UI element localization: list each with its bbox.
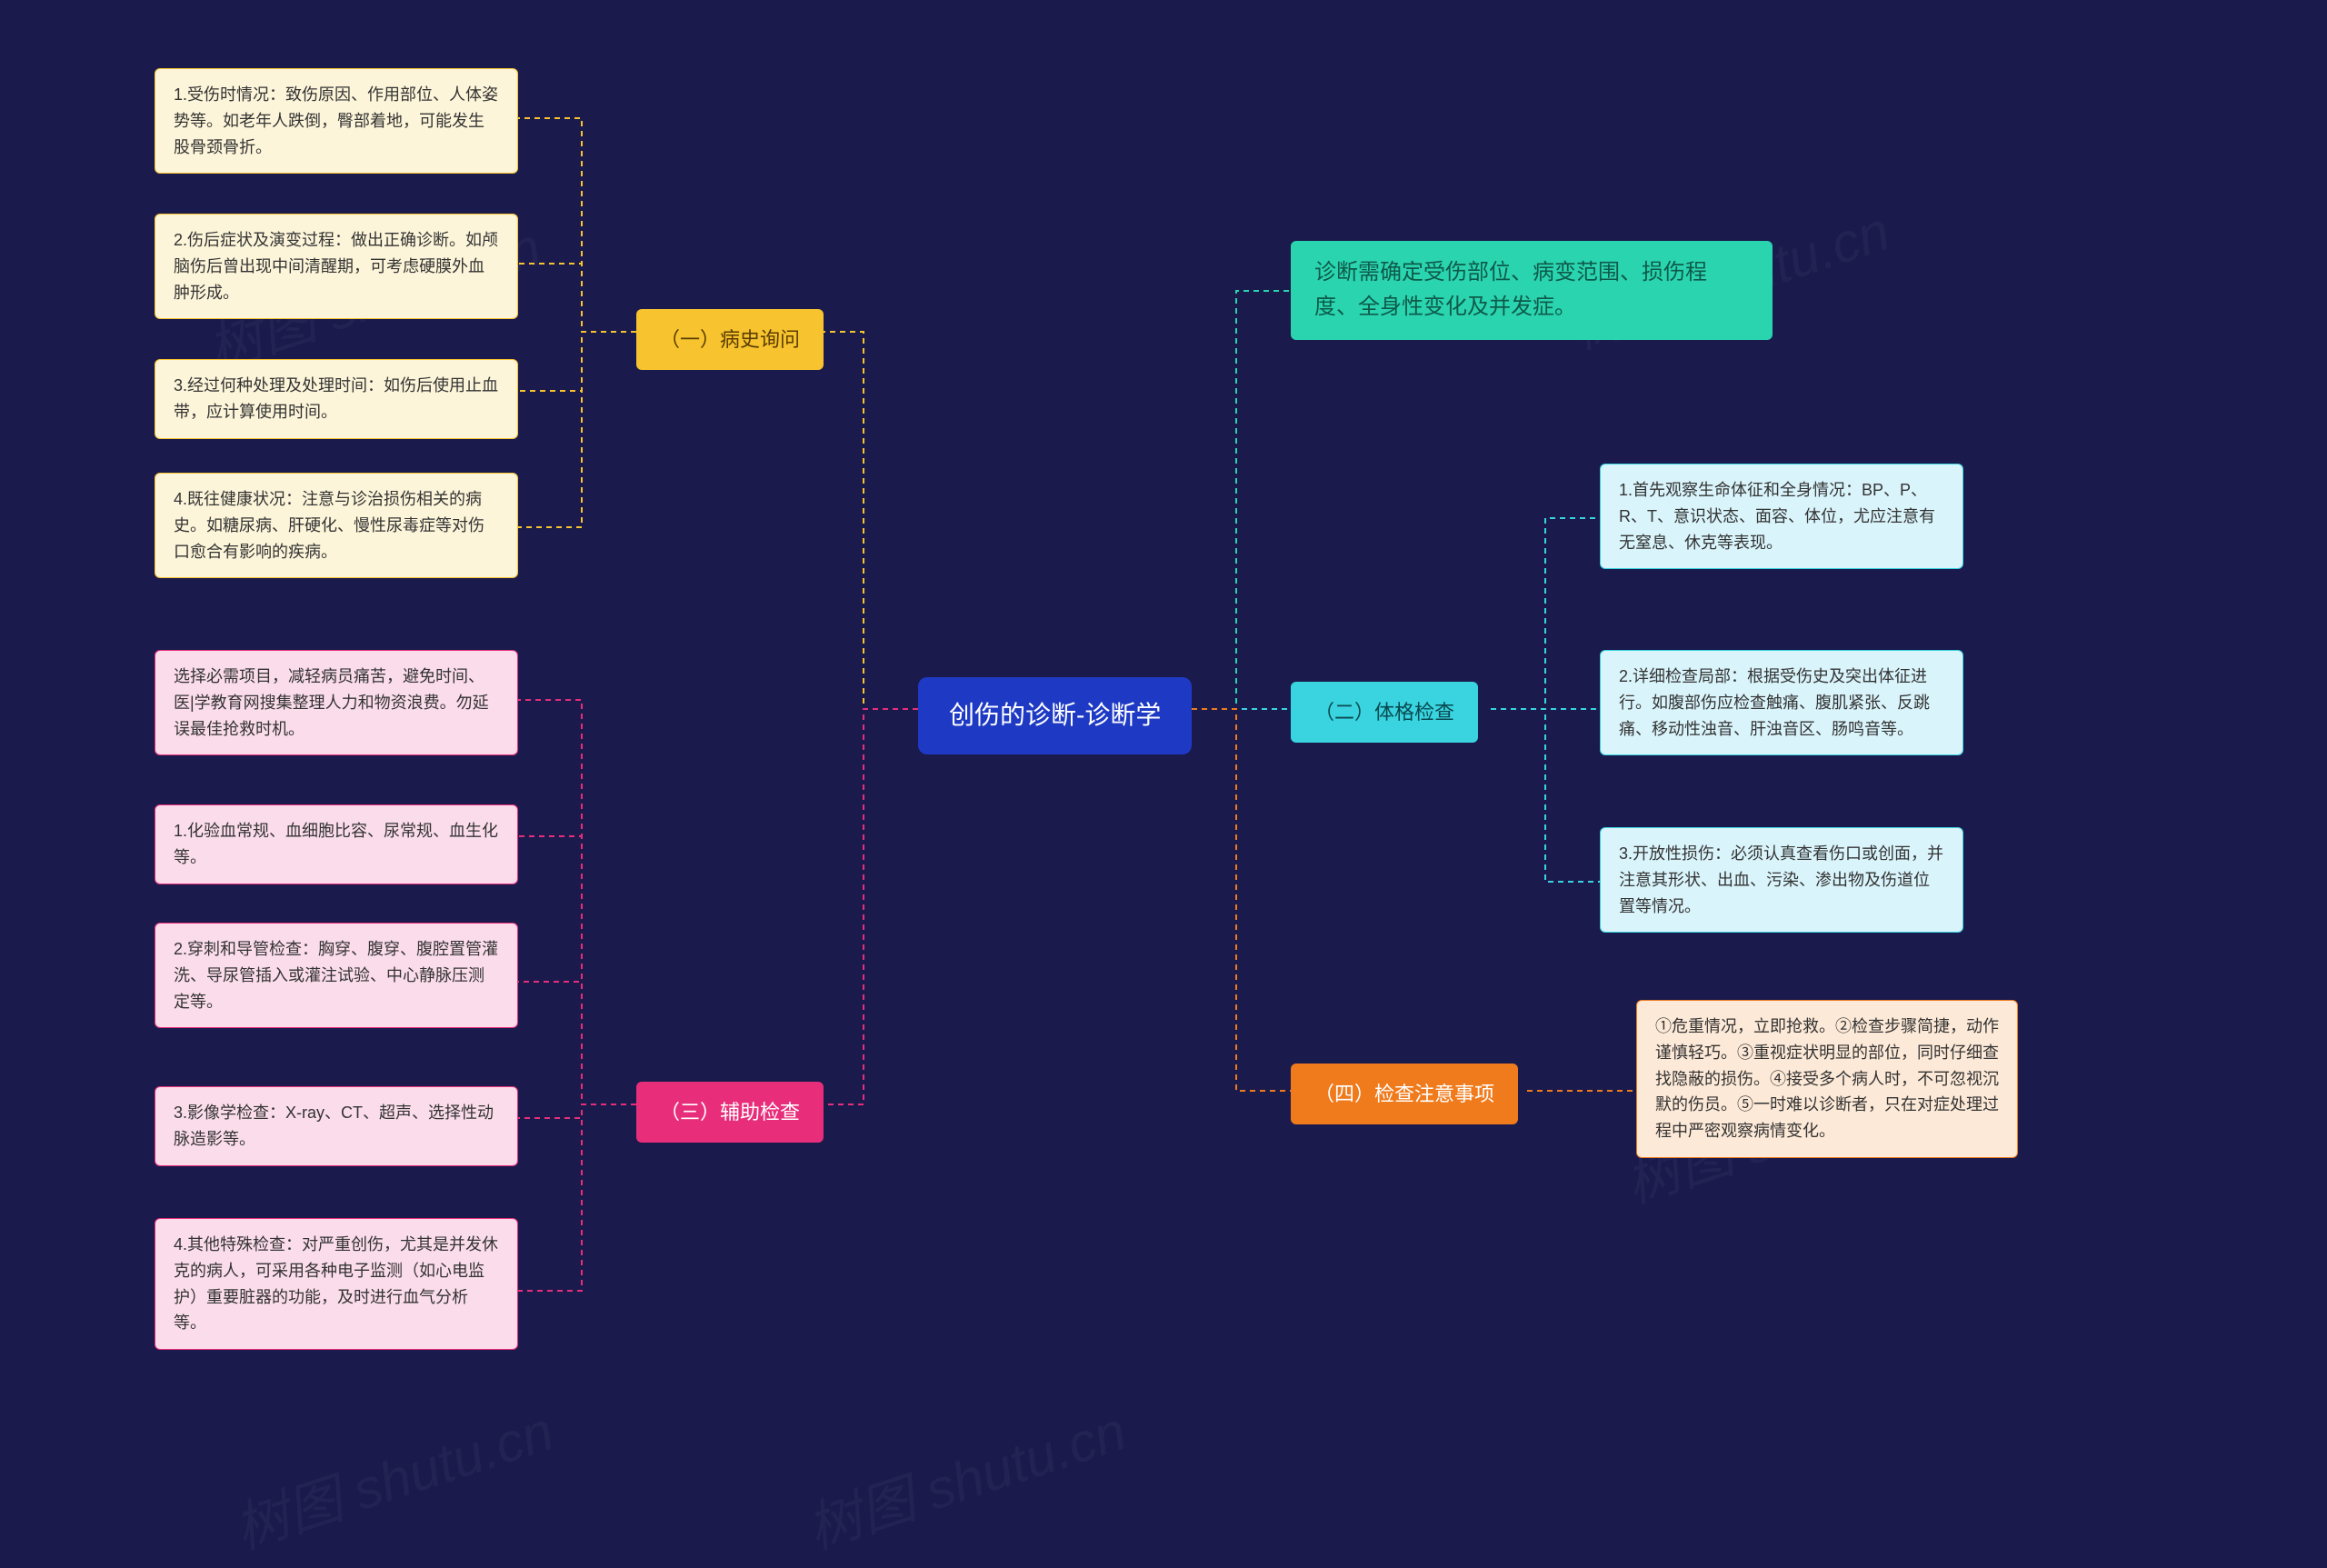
branch-physical-exam[interactable]: （二）体格检查 [1291, 682, 1478, 743]
root-node[interactable]: 创伤的诊断-诊断学 [918, 677, 1192, 754]
leaf-aux-0[interactable]: 选择必需项目，减轻病员痛苦，避免时间、医|学教育网搜集整理人力和物资浪费。勿延误… [155, 650, 518, 755]
leaf-history-3[interactable]: 3.经过何种处理及处理时间：如伤后使用止血带，应计算使用时间。 [155, 359, 518, 439]
watermark: 树图 shutu.cn [795, 1387, 1134, 1564]
leaf-physical-1[interactable]: 1.首先观察生命体征和全身情况：BP、P、R、T、意识状态、面容、体位，尤应注意… [1600, 464, 1963, 569]
branch-intro[interactable]: 诊断需确定受伤部位、病变范围、损伤程度、全身性变化及并发症。 [1291, 241, 1773, 340]
leaf-history-1[interactable]: 1.受伤时情况：致伤原因、作用部位、人体姿势等。如老年人跌倒，臀部着地，可能发生… [155, 68, 518, 174]
leaf-aux-1[interactable]: 1.化验血常规、血细胞比容、尿常规、血生化等。 [155, 804, 518, 884]
leaf-physical-3[interactable]: 3.开放性损伤：必须认真查看伤口或创面，并注意其形状、出血、污染、渗出物及伤道位… [1600, 827, 1963, 933]
branch-precautions[interactable]: （四）检查注意事项 [1291, 1064, 1518, 1124]
branch-aux-exam[interactable]: （三）辅助检查 [636, 1082, 824, 1143]
leaf-aux-3[interactable]: 3.影像学检查：X-ray、CT、超声、选择性动脉造影等。 [155, 1086, 518, 1166]
leaf-precautions-1[interactable]: ①危重情况，立即抢救。②检查步骤简捷，动作谨慎轻巧。③重视症状明显的部位，同时仔… [1636, 1000, 2018, 1158]
watermark: 树图 shutu.cn [223, 1387, 562, 1564]
branch-history[interactable]: （一）病史询问 [636, 309, 824, 370]
leaf-history-4[interactable]: 4.既往健康状况：注意与诊治损伤相关的病史。如糖尿病、肝硬化、慢性尿毒症等对伤口… [155, 473, 518, 578]
leaf-aux-2[interactable]: 2.穿刺和导管检查：胸穿、腹穿、腹腔置管灌洗、导尿管插入或灌注试验、中心静脉压测… [155, 923, 518, 1028]
leaf-physical-2[interactable]: 2.详细检查局部：根据受伤史及突出体征进行。如腹部伤应检查触痛、腹肌紧张、反跳痛… [1600, 650, 1963, 755]
leaf-aux-4[interactable]: 4.其他特殊检查：对严重创伤，尤其是并发休克的病人，可采用各种电子监测（如心电监… [155, 1218, 518, 1350]
leaf-history-2[interactable]: 2.伤后症状及演变过程：做出正确诊断。如颅脑伤后曾出现中间清醒期，可考虑硬膜外血… [155, 214, 518, 319]
